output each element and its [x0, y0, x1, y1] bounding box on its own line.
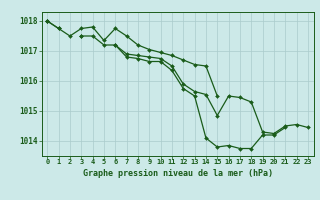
- X-axis label: Graphe pression niveau de la mer (hPa): Graphe pression niveau de la mer (hPa): [83, 169, 273, 178]
